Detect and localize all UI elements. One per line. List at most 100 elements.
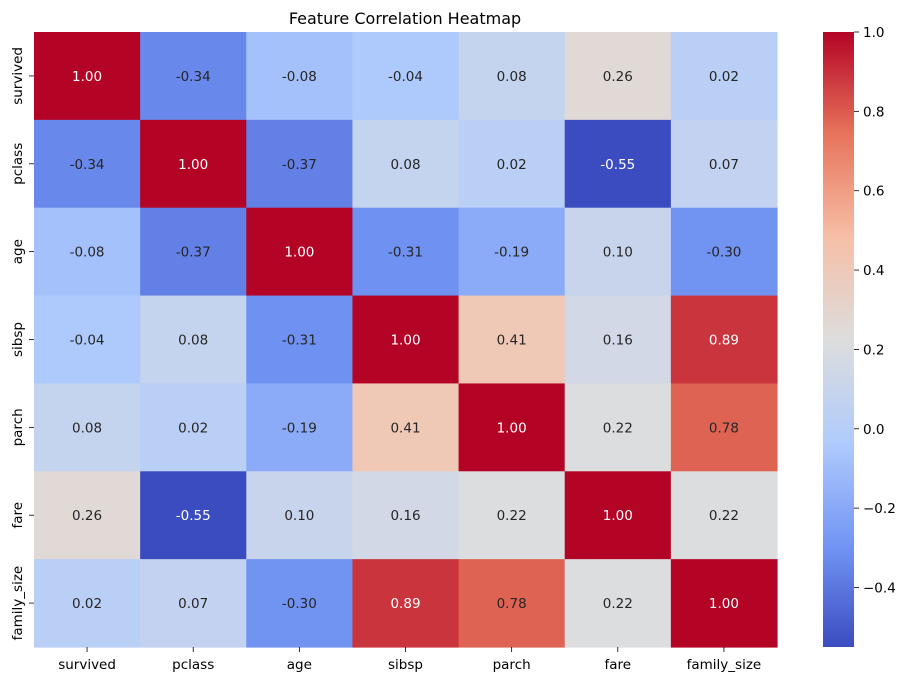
cell-value-label: -0.31 [282, 333, 317, 349]
y-tick-label: pclass [10, 143, 26, 185]
heatmap-cell [670, 559, 778, 648]
cell-value-label: 1.00 [284, 245, 314, 261]
heatmap-cell [352, 383, 460, 472]
heatmap-cell [564, 207, 672, 297]
x-tick-label: parch [493, 657, 531, 673]
colorbar-tick-label: 0.0 [863, 422, 884, 438]
cell-value-label: -0.37 [282, 157, 317, 173]
cell-value-label: 0.89 [390, 596, 420, 612]
heatmap-cell [670, 471, 778, 560]
heatmap-cell [34, 207, 141, 297]
colorbar-tick-label: 0.6 [863, 184, 884, 200]
heatmap-cell [352, 559, 460, 648]
heatmap-cell [140, 383, 247, 472]
colorbar-gradient [823, 32, 854, 647]
y-tick-label: survived [10, 47, 26, 105]
heatmap-cell [352, 207, 460, 297]
cell-value-label: 0.07 [178, 596, 208, 612]
heatmap-cell [246, 207, 354, 297]
heatmap-cell [564, 383, 672, 472]
cell-value-label: 1.00 [390, 333, 420, 349]
x-tick-label: sibsp [388, 657, 423, 673]
cell-value-label: -0.31 [388, 245, 423, 261]
y-tick-label: parch [10, 408, 26, 446]
heatmap-cell [458, 383, 566, 472]
cell-value-label: -0.08 [282, 69, 317, 85]
heatmap-cell [564, 471, 672, 560]
heatmap-annotations: 1.00 -0.34 -0.08 -0.04 0.08 0.26 0.02 -0.34 1.00… [70, 69, 742, 612]
cell-value-label: 0.41 [497, 333, 527, 349]
cell-value-label: -0.34 [176, 69, 211, 85]
heatmap-cell [458, 559, 566, 648]
heatmap-cell [140, 559, 247, 648]
x-tick-label: pclass [172, 657, 214, 673]
cell-value-label: 0.22 [497, 508, 527, 524]
cell-value-label: -0.30 [282, 596, 317, 612]
heatmap-cell [670, 383, 778, 472]
colorbar-tick-label: 1.0 [863, 25, 884, 41]
cell-value-label: 1.00 [709, 596, 739, 612]
cell-value-label: 0.07 [709, 157, 739, 173]
cell-value-label: 0.78 [709, 420, 739, 436]
cell-value-label: 0.02 [709, 69, 739, 85]
cell-value-label: 0.08 [72, 420, 102, 436]
heatmap-cell [246, 471, 354, 560]
cell-value-label: 1.00 [497, 420, 527, 436]
cell-value-label: 0.02 [178, 420, 208, 436]
cell-value-label: 0.16 [390, 508, 420, 524]
heatmap-cell [670, 295, 778, 385]
cell-value-label: 0.22 [603, 420, 633, 436]
heatmap-cell [246, 295, 354, 385]
heatmap-cell [34, 559, 141, 648]
cell-value-label: 0.26 [72, 508, 102, 524]
heatmap-cell [246, 32, 354, 121]
cell-value-label: -0.19 [494, 245, 529, 261]
colorbar: −0.4 −0.2 0.0 0.2 0.4 0.6 0.8 1.0 [823, 25, 896, 647]
cell-value-label: 0.41 [390, 420, 420, 436]
heatmap-cell [458, 295, 566, 385]
heatmap-cell [352, 295, 460, 385]
cell-value-label: 0.16 [603, 333, 633, 349]
heatmap-cell [246, 119, 354, 209]
chart-title: Feature Correlation Heatmap [289, 9, 521, 28]
cell-value-label: 1.00 [603, 508, 633, 524]
x-tick-label: survived [58, 657, 116, 673]
cell-value-label: 1.00 [72, 69, 102, 85]
heatmap-cell [140, 32, 247, 121]
heatmap-cell [140, 119, 247, 209]
x-tick-label: age [287, 657, 312, 673]
cell-value-label: -0.30 [706, 245, 741, 261]
cell-value-label: 0.22 [709, 508, 739, 524]
y-tick-label: sibsp [10, 322, 26, 357]
heatmap-cell [670, 119, 778, 209]
heatmap-cell [352, 471, 460, 560]
heatmap-cell [34, 295, 141, 385]
heatmap-cell [670, 32, 778, 121]
y-tick-label: age [10, 239, 26, 264]
heatmap-cell [564, 559, 672, 648]
heatmap-cell [458, 32, 566, 121]
cell-value-label: -0.55 [176, 508, 211, 524]
heatmap-cell [458, 207, 566, 297]
cell-value-label: -0.08 [70, 245, 105, 261]
heatmap-cell [670, 207, 778, 297]
cell-value-label: 0.89 [709, 333, 739, 349]
heatmap-cell [458, 471, 566, 560]
colorbar-tick-label: −0.4 [863, 580, 896, 596]
cell-value-label: 0.78 [497, 596, 527, 612]
heatmap-cell [564, 295, 672, 385]
y-tick-label: family_size [10, 566, 26, 641]
heatmap-cell [352, 32, 460, 121]
colorbar-tick-label: 0.4 [863, 263, 884, 279]
cell-value-label: -0.04 [388, 69, 423, 85]
cell-value-label: -0.55 [600, 157, 635, 173]
heatmap-cell [34, 119, 141, 209]
cell-value-label: -0.37 [176, 245, 211, 261]
cell-value-label: -0.19 [282, 420, 317, 436]
colorbar-tick-label: −0.2 [863, 501, 896, 517]
cell-value-label: 0.26 [603, 69, 633, 85]
cell-value-label: 0.08 [497, 69, 527, 85]
cell-value-label: 0.08 [178, 333, 208, 349]
cell-value-label: 0.02 [72, 596, 102, 612]
